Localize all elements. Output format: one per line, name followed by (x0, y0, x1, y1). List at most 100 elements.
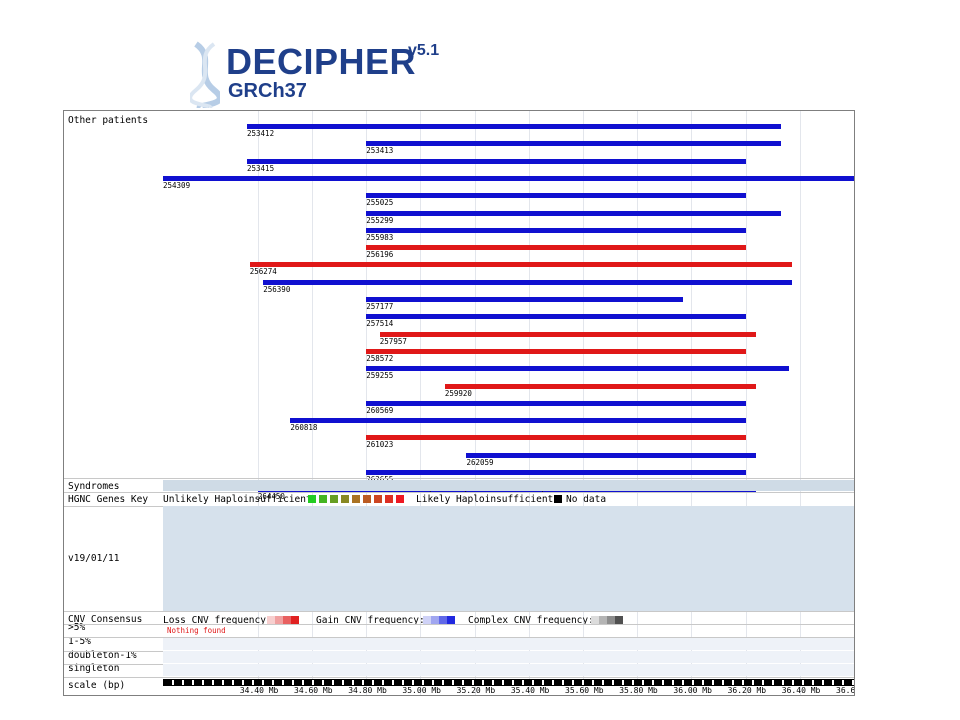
genome-browser-panel[interactable]: 253412 253413 253415 254309 255025 255299 2559… (63, 110, 855, 696)
logo-genome-build: GRCh37 (228, 80, 307, 102)
scale-tick-label: 35.60 Mb (565, 686, 604, 695)
patient-id-label: 256274 (249, 267, 277, 277)
track-label-1-5: 1-5% (68, 636, 91, 647)
patient-id-label: 260818 (290, 423, 318, 433)
hgnc-key-no-data: No data (566, 494, 607, 505)
track-separator (64, 677, 854, 678)
patient-cnv-bar[interactable] (379, 331, 757, 337)
track-label-hgnc-key: HGNC Genes Key (68, 494, 149, 505)
patient-id-label: 257514 (366, 319, 394, 329)
patient-cnv-bar[interactable] (163, 175, 854, 181)
patient-cnv-bar[interactable] (249, 262, 792, 268)
scale-tick-label: 35.00 Mb (402, 686, 441, 695)
track-label-genes-version: v19/01/11 (68, 553, 120, 564)
patient-id-label: 258572 (366, 353, 394, 363)
patient-cnv-bar[interactable] (366, 193, 746, 199)
hgnc-key-likely: Likely Haploinsufficient (416, 494, 554, 505)
patient-cnv-bar[interactable] (366, 297, 684, 302)
hgnc-ramp-swatch (374, 495, 382, 503)
patient-cnv-bar[interactable] (366, 314, 746, 320)
patient-cnv-bar[interactable] (366, 470, 746, 475)
patient-id-label: 256390 (263, 284, 291, 294)
patient-id-label: 257177 (366, 302, 394, 311)
patient-cnv-bar[interactable] (366, 210, 781, 216)
cnv-ramp-swatch (447, 616, 455, 624)
patient-cnv-bar[interactable] (366, 435, 746, 441)
cnv-ramp-swatch (439, 616, 447, 624)
patient-id-label: 253415 (247, 163, 275, 173)
hgnc-ramp-swatch (363, 495, 371, 503)
patient-id-label: 259255 (366, 371, 394, 381)
patient-id-label: 261023 (366, 440, 394, 450)
track-separator (64, 624, 854, 625)
cnv-gain-label: Gain CNV frequency: (316, 615, 425, 626)
hgnc-ramp-swatch (330, 495, 338, 503)
patient-cnv-bar[interactable] (247, 158, 746, 164)
gridline (799, 111, 801, 695)
hgnc-ramp-swatch (308, 495, 316, 503)
cnv-ramp-swatch (291, 616, 299, 624)
patient-cnv-bar[interactable] (366, 348, 746, 354)
patient-id-label: 260569 (366, 405, 394, 415)
gridline (854, 111, 855, 695)
logo-version: v5.1 (408, 42, 440, 59)
cnv-ramp-swatch (591, 616, 599, 624)
track-separator (64, 492, 854, 493)
cnv-ramp-swatch (431, 616, 439, 624)
scale-tick-label: 34.80 Mb (348, 686, 387, 695)
cnv-lane-bg (163, 651, 854, 663)
hgnc-ramp-swatch (396, 495, 404, 503)
patient-cnv-bar[interactable] (290, 418, 746, 424)
cnv-lane-bg (163, 638, 854, 650)
track-label-cnv-consensus: CNV Consensus (68, 614, 143, 625)
scale-tick-label: 35.20 Mb (456, 686, 496, 695)
patient-id-label: 253412 (247, 129, 275, 138)
patient-id-label: 253413 (366, 146, 394, 156)
track-separator (64, 637, 854, 638)
patient-cnv-bar[interactable] (366, 245, 746, 251)
patient-cnv-bar[interactable] (366, 400, 746, 406)
scale-tick-label: 35.40 Mb (510, 686, 550, 695)
patient-cnv-bar[interactable] (263, 279, 792, 285)
hgnc-key-unlikely: Unlikely Haploinsufficient (163, 494, 312, 505)
hgnc-ramp-swatch (319, 495, 327, 503)
patient-id-label: 257957 (379, 336, 407, 346)
scale-tick-label: 36.00 Mb (673, 686, 712, 695)
cnv-ramp-swatch (599, 616, 607, 624)
cnv-ramp-swatch (267, 616, 275, 624)
cnv-complex-label: Complex CNV frequency: (468, 615, 594, 626)
patient-cnv-bar[interactable] (366, 227, 746, 233)
hgnc-key-no-data-swatch (554, 495, 562, 503)
scale-tick-label: 36.20 Mb (727, 686, 767, 695)
cnv-ramp-swatch (615, 616, 623, 624)
scale-tick-label: 36.60 Mb (836, 686, 855, 695)
patient-cnv-bar[interactable] (247, 124, 781, 129)
track-label-scale: scale (bp) (68, 680, 126, 691)
patient-cnv-bar[interactable] (366, 366, 789, 372)
track-label-syndromes: Syndromes (68, 481, 120, 492)
track-separator (64, 611, 854, 612)
gene-track-area[interactable] (163, 506, 854, 611)
gridline (312, 111, 314, 695)
hgnc-ramp-swatch (352, 495, 360, 503)
track-label-gt5: >5% (68, 622, 86, 633)
patient-id-label: 256196 (366, 250, 394, 260)
cnv-ramp-swatch (423, 616, 431, 624)
hgnc-ramp-swatch (385, 495, 393, 503)
cnv-loss-label: Loss CNV frequency: (163, 615, 272, 626)
patient-cnv-bar[interactable] (366, 141, 781, 147)
scale-tick-label: 36.40 Mb (781, 686, 821, 695)
patient-cnv-bar[interactable] (466, 452, 757, 458)
decipher-logo: DECIPHER v5.1 GRCh37 (190, 40, 450, 108)
logo-title: DECIPHER (226, 41, 417, 82)
hgnc-ramp-swatch (341, 495, 349, 503)
syndrome-track-band (163, 480, 854, 491)
track-label-doubleton: doubleton-1% (68, 650, 137, 661)
scale-tick-label: 35.80 Mb (619, 686, 658, 695)
patient-id-label: 254309 (163, 180, 191, 190)
scale-tick-label: 34.60 Mb (294, 686, 333, 695)
cnv-lane-bg (163, 664, 854, 676)
patient-cnv-bar[interactable] (444, 383, 757, 389)
patient-id-label: 259920 (444, 388, 472, 398)
scale-tick-label: 34.40 Mb (239, 686, 279, 695)
